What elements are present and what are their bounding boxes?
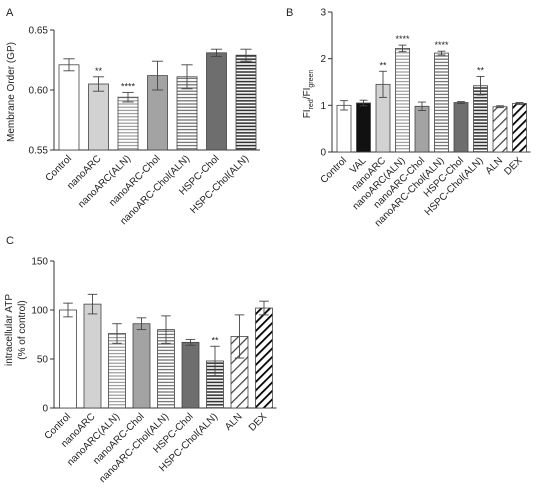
panel-c-x-tick-label: DEX [247,411,270,434]
panel-c-significance: ** [211,335,219,345]
panel-c-label: C [6,235,14,247]
panel-b-bar [434,52,449,153]
panel-b-ylabel-mid: /FI [302,88,313,100]
panel-a-y-tick-label: 0.55 [29,146,49,157]
panel-b-significance: **** [434,40,449,50]
panel-b-label: B [286,7,293,19]
panel-c-y-tick-label: 0 [42,404,48,415]
panel-b-x-tick-label: ALN [484,155,506,177]
panel-b-significance: ** [379,60,387,70]
panel-c-ylabel2: (% of control) [17,300,28,359]
panel-b-yaxis-title: FIred/FIgreen [302,70,315,119]
panel-b-x-tick-label: Control [319,155,350,186]
panel-c-bar [181,341,200,409]
panel-b-ylabel-sub1: red [308,99,315,109]
panel-b-significance: ** [477,65,485,75]
panel-b-bar [356,102,371,153]
panel-b-bar [512,103,527,153]
panel-b-y-tick-label: 0 [320,148,326,159]
panel-b-ylabel: FIred/FIgreen [302,70,315,119]
panel-a-significance: ** [95,66,103,76]
panel-a-plot: 0.550.600.65Control**nanoARC****nanoARC(… [29,26,260,227]
panel-a-bar [88,83,109,151]
panel-c-yaxis-title: intracellular ATP [4,294,15,366]
panel-c-bar [255,307,273,409]
panel-b: B FIred/FIgreen 0123ControlVAL**nanoARC*… [286,7,531,229]
panel-a-ylabel: Membrane Order (GP) [6,42,17,142]
panel-b-y-tick-label: 3 [320,8,326,19]
panel-c-bar [83,303,102,409]
panel-b-bar [336,104,352,153]
panel-c-yaxis-title2: (% of control) [17,300,28,359]
panel-a-bar [235,54,257,151]
panel-c-plot: 050100150ControlnanoARCnanoARC(ALN)nanoA… [31,257,277,485]
panel-c: C intracellular ATP (% of control) 0 50 10… [4,235,277,485]
panel-c-ylabel: intracellular ATP [4,294,15,366]
panel-b-y-tick-label: 1 [320,101,326,112]
panel-a-x-tick-label: nanoARC(ALN) [76,153,133,210]
panel-b-significance: **** [395,34,410,44]
panel-a-bar [206,52,227,151]
panel-a-label: A [6,7,14,19]
panel-b-x-tick-label: DEX [502,155,525,178]
panel-a-y-tick-label: 0.65 [29,26,49,37]
panel-c-bar [59,309,77,409]
panel-a: A Membrane Order (GP) 0.550.600.65Contro… [6,7,260,227]
panel-b-bar [492,106,508,153]
panel-a-yaxis-title: Membrane Order (GP) [6,42,17,142]
panel-c-y-tick-label: 150 [31,257,48,268]
panel-b-ylabel-main: FI [302,109,313,118]
panel-b-y-tick-label: 2 [320,54,326,65]
panel-c-x-tick-label: ALN [223,411,245,433]
panel-b-bar [414,105,430,153]
panel-b-bar [473,85,488,153]
panel-a-bar [58,64,80,151]
panel-b-bar [395,48,410,153]
panel-b-ylabel-sub2: green [308,70,315,88]
panel-c-bar [132,323,151,409]
panel-c-y-tick-label: 50 [37,355,49,366]
panel-c-bar [108,333,126,409]
panel-b-plot: 0123ControlVAL**nanoARC****nanoARC(ALN)n… [319,8,531,229]
panel-b-bar [453,102,469,153]
panel-a-significance: **** [121,81,136,91]
panel-a-x-tick-label: nanoARC-Chol [107,153,162,208]
panel-c-y-tick-label: 100 [31,306,48,317]
panel-a-y-tick-label: 0.60 [29,86,49,97]
panel-a-bar [117,96,139,151]
